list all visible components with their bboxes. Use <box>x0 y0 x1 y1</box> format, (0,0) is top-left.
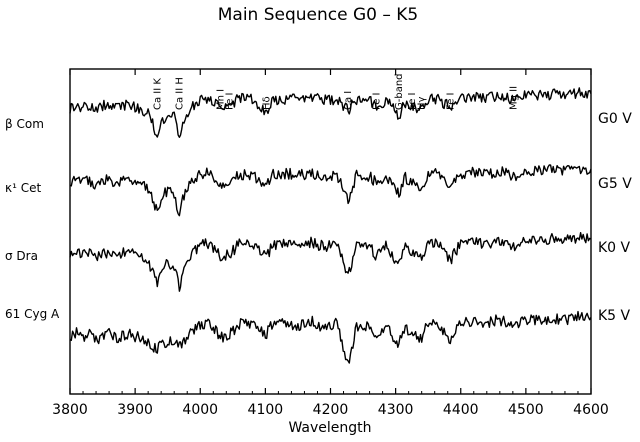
plot-frame <box>69 68 592 395</box>
x-tick-label: 4200 <box>313 402 349 418</box>
line-annotation-label: Hγ <box>417 96 428 110</box>
line-annotation-label: Fe I <box>445 93 456 111</box>
x-tick-label: 3800 <box>52 402 88 418</box>
spectrum-line-4 <box>69 310 592 364</box>
x-tick-label: 3900 <box>117 402 153 418</box>
spectral-class-label-2: G5 V <box>598 176 632 192</box>
spectral-class-label-1: G0 V <box>598 111 632 127</box>
x-tick-label: 4400 <box>443 402 479 418</box>
x-tick-label: 4300 <box>378 402 414 418</box>
x-tick-label: 4500 <box>508 402 544 418</box>
x-tick-label: 4600 <box>573 402 609 418</box>
series-label-3: σ Dra <box>5 249 38 263</box>
spectral-class-label-3: K0 V <box>598 240 631 256</box>
x-axis-ticks: 3800 3900 4000 4100 4200 4300 4400 4500 4600 <box>52 69 609 418</box>
line-annotation-label: G-band <box>394 73 405 110</box>
x-axis-label: Wavelength <box>288 420 371 436</box>
line-annotation-label: Hδ <box>262 96 273 110</box>
spectrum-line-2 <box>69 164 592 217</box>
x-tick-label: 4000 <box>182 402 218 418</box>
line-annotation-label: Ca II K <box>152 78 163 110</box>
line-annotation-label: Ca II H <box>174 77 185 110</box>
spectrum-line-1 <box>69 87 592 138</box>
line-annotation-label: Fe I <box>225 93 236 111</box>
spectra-group: β Com G0 V κ¹ Cet G5 V σ Dra K0 V 61 Cyg A K5 V <box>5 87 632 364</box>
chart-title: Main Sequence G0 – K5 <box>218 5 419 25</box>
line-annotation-label: Fe I <box>372 93 383 111</box>
series-label-1: β Com <box>5 117 44 131</box>
x-tick-label: 4100 <box>248 402 284 418</box>
line-annotations: Ca II K Ca II H Mn IFe I Hδ Ca I Fe I G-band Fe… <box>152 73 519 110</box>
series-label-2: κ¹ Cet <box>5 181 41 195</box>
spectrum-line-3 <box>69 232 592 292</box>
line-annotation-label: Fe I <box>407 93 418 111</box>
line-annotation-label: Mn I <box>215 89 226 110</box>
line-annotation-label: Mg II <box>509 86 520 110</box>
series-label-4: 61 Cyg A <box>5 307 60 321</box>
spectral-class-label-4: K5 V <box>598 308 631 324</box>
line-annotation-label: Ca I <box>343 91 354 110</box>
